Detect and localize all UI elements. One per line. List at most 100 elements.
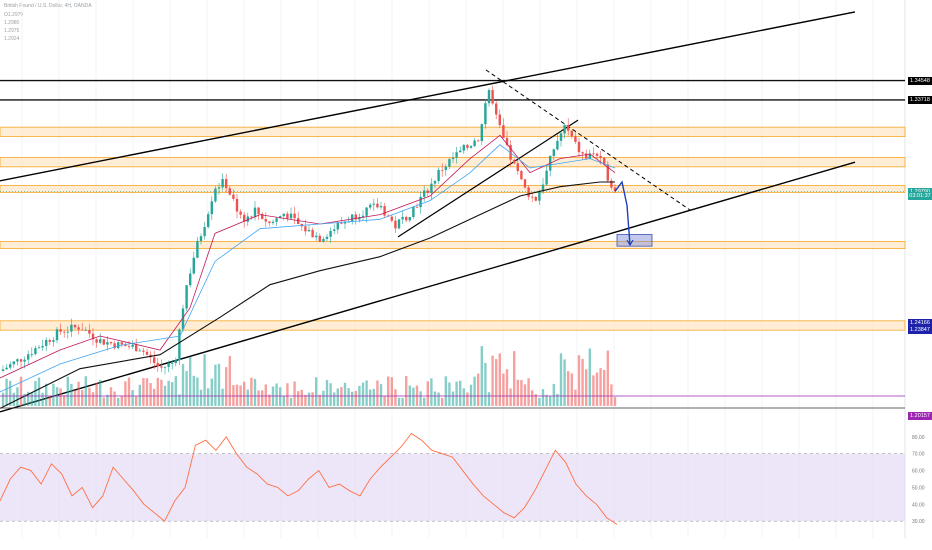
candle-body: [448, 159, 451, 167]
candle-body: [581, 152, 584, 154]
rsi-line: [0, 432, 618, 525]
candle-body: [48, 340, 51, 342]
candle-body: [91, 333, 95, 340]
volume-bar: [95, 382, 98, 406]
candle-body: [99, 339, 102, 343]
price-tag: 1.34548: [908, 76, 932, 85]
candle-body: [106, 342, 109, 345]
support-zone: [0, 126, 906, 137]
target-box: [616, 234, 653, 247]
candle-body: [264, 219, 267, 222]
candle-body: [408, 217, 411, 221]
volume-bar: [81, 390, 84, 406]
volume-bar: [149, 383, 152, 406]
volume-bar: [610, 384, 613, 406]
candle-body: [153, 357, 156, 363]
symbol-title[interactable]: British Pound / U.S. Dollar, 4H, OANDA: [4, 3, 92, 9]
volume-bar: [477, 373, 480, 406]
volume-bar: [318, 394, 321, 406]
candle-body: [556, 140, 559, 150]
volume-bar: [207, 388, 210, 406]
candle-body: [135, 344, 138, 352]
volume-bar: [567, 371, 570, 406]
volume-bar: [552, 383, 555, 406]
candle-body: [527, 187, 530, 197]
price-tag: 1.24166: [908, 318, 932, 327]
volume-bar: [106, 394, 109, 406]
volume-bar: [135, 396, 138, 406]
candle-body: [138, 350, 141, 352]
volume-bar: [99, 379, 102, 406]
volume-bar: [516, 379, 519, 406]
candle-body: [523, 179, 527, 188]
candle-body: [181, 308, 185, 330]
candle-body: [145, 351, 149, 355]
channel-upper-line: [0, 11, 856, 182]
candle-body: [131, 344, 134, 347]
price-tag: 1.20157: [908, 412, 932, 421]
candle-body: [117, 342, 120, 349]
volume-bar: [84, 376, 87, 406]
volume-bar: [333, 392, 336, 406]
volume-bar: [343, 382, 347, 406]
candle-body: [610, 180, 613, 188]
volume-bar: [329, 383, 332, 406]
volume-bar: [545, 394, 548, 406]
candle-body: [268, 221, 271, 224]
volume-bar: [120, 395, 123, 406]
volume-bar: [585, 369, 588, 406]
ma2-readout: 1.2975: [4, 28, 20, 34]
candle-body: [261, 213, 264, 220]
candle-body: [1, 369, 5, 371]
candle-body: [469, 146, 473, 148]
volume-bar: [16, 387, 19, 406]
support-zone: [0, 241, 906, 249]
volume-bar: [423, 397, 426, 406]
candle-body: [383, 206, 386, 216]
candle-body: [235, 198, 239, 212]
candle-body: [509, 144, 512, 160]
candle-body: [66, 331, 69, 333]
volume-bar: [549, 396, 552, 406]
candle-body: [541, 184, 545, 192]
ohlc-readout: O1.2979: [4, 12, 24, 18]
candle-body: [415, 206, 419, 208]
volume-bar: [286, 383, 289, 406]
candle-body: [192, 257, 195, 274]
volume-bar: [117, 397, 120, 406]
candle-body: [505, 137, 509, 145]
candle-body: [9, 364, 12, 368]
volume-bar: [480, 346, 483, 406]
volume-bar: [437, 392, 440, 406]
volume-bar: [27, 391, 30, 406]
candle-body: [329, 230, 332, 237]
volume-bar: [210, 378, 213, 406]
volume-bar: [491, 355, 494, 406]
volume-bar: [221, 388, 224, 406]
volume-bar: [347, 388, 350, 406]
candle-body: [217, 187, 221, 189]
candle-body: [311, 229, 314, 238]
volume-bar: [48, 396, 51, 406]
candle-body: [37, 347, 41, 349]
candle-body: [441, 169, 444, 171]
volume-bar: [109, 387, 113, 406]
volume-bar: [336, 388, 339, 406]
candle-body: [73, 324, 77, 328]
ma-slow-line: [0, 181, 615, 409]
candle-body: [109, 342, 113, 344]
candle-body: [520, 171, 523, 180]
volume-bar: [523, 384, 527, 406]
volume-bar: [235, 384, 239, 406]
volume-bar: [257, 390, 260, 406]
candle-body: [156, 362, 159, 367]
candle-body: [174, 360, 177, 363]
volume-bar: [63, 395, 66, 406]
candle-body: [592, 153, 595, 155]
volume-bar: [599, 368, 602, 406]
volume-bar: [304, 394, 307, 406]
volume-bar: [261, 390, 264, 406]
volume-bar: [484, 362, 487, 406]
volume-bar: [34, 380, 37, 406]
